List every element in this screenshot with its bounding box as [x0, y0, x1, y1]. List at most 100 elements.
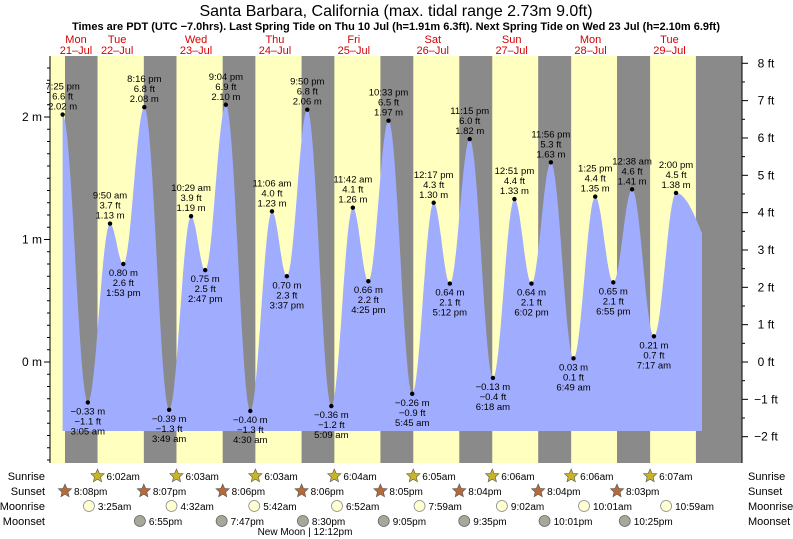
- tide-height-m-label: 2.10 m: [211, 92, 240, 103]
- tide-height-m-label: 1.63 m: [536, 149, 565, 160]
- tide-extreme-dot: [548, 160, 554, 165]
- moonset-icon: [296, 515, 309, 527]
- tide-time-label: 5:09 am: [314, 430, 348, 441]
- moonrise-icon: [165, 500, 178, 512]
- day-date: 26–Jul: [417, 45, 449, 57]
- tide-height-ft-label: 6.6 ft: [52, 92, 73, 103]
- tide-height-ft-label: 4.6 ft: [622, 166, 643, 177]
- tide-extreme-dot: [166, 407, 172, 412]
- moonset-icon: [133, 515, 146, 527]
- sunset-time: 8:03pm: [626, 487, 659, 498]
- chart-subtitle: Times are PDT (UTC −7.0hrs). Last Spring…: [72, 21, 720, 33]
- sunset-icon: [136, 483, 152, 498]
- tide-height-ft-label: 2.3 ft: [276, 290, 297, 301]
- sunrise-icon: [169, 468, 184, 483]
- sunrise-icon: [642, 468, 658, 483]
- tide-height-ft-label: 2.1 ft: [521, 298, 542, 309]
- tide-extreme-dot: [203, 267, 208, 273]
- day-name: Mon: [65, 34, 86, 46]
- tide-height-ft-label: −0.4 ft: [480, 392, 507, 403]
- sunset-time: 8:05pm: [389, 487, 422, 498]
- sunrise-time: 6:07am: [659, 472, 692, 483]
- tide-extreme-dot: [386, 118, 391, 123]
- tide-time-label: 6:55 pm: [596, 306, 630, 317]
- sunrise-icon: [326, 468, 342, 483]
- sunset-row-label: Sunset: [11, 486, 45, 498]
- sunset-time: 8:08pm: [74, 487, 107, 498]
- tide-time-label: 10:33 pm: [369, 88, 409, 99]
- sunset-row-label: Sunset: [748, 486, 782, 498]
- moonset-time: 8:30pm: [312, 517, 345, 528]
- tide-extreme-dot: [431, 200, 436, 205]
- tide-time-label: 10:29 am: [171, 183, 211, 194]
- moonset-icon: [618, 515, 631, 527]
- right-tick-label: 0 ft: [758, 355, 775, 369]
- moonrise-time: 3:25am: [98, 502, 131, 513]
- sunset-icon: [451, 483, 467, 498]
- day-date: 29–Jul: [653, 45, 685, 57]
- daylight-band: [50, 56, 65, 463]
- day-name: Sat: [424, 34, 441, 46]
- tide-time-label: 3:05 am: [71, 426, 105, 437]
- moonrise-time: 9:02am: [511, 502, 544, 513]
- left-tick-label: 2 m: [22, 110, 42, 124]
- right-tick-label: −2 ft: [754, 430, 778, 444]
- tide-time-label: 4:30 am: [233, 435, 267, 446]
- sunrise-icon: [484, 468, 500, 483]
- moonrise-icon: [248, 500, 261, 512]
- tide-height-ft-label: −1.3 ft: [237, 425, 264, 436]
- tide-height-m-label: 1.33 m: [500, 186, 529, 197]
- tide-height-ft-label: 4.0 ft: [261, 188, 282, 199]
- tide-extreme-dot: [284, 274, 290, 279]
- new-moon-label: New Moon | 12:12pm: [258, 527, 353, 538]
- tide-height-m-label: 0.65 m: [599, 286, 628, 297]
- moonrise-time: 7:59am: [429, 502, 462, 513]
- moonset-icon: [377, 515, 390, 527]
- moonset-icon: [538, 515, 551, 527]
- tide-extreme-dot: [651, 334, 657, 339]
- tide-height-ft-label: 6.8 ft: [134, 84, 155, 95]
- moonset-time: 10:25pm: [634, 517, 673, 528]
- moonset-row-label: Moonset: [3, 516, 45, 528]
- tide-time-label: 6:02 pm: [514, 308, 548, 319]
- tide-height-m-label: −0.26 m: [395, 398, 430, 409]
- tide-time-label: 11:42 am: [333, 175, 372, 186]
- day-date: 27–Jul: [495, 45, 527, 57]
- tide-height-m-label: 1.30 m: [419, 190, 448, 201]
- sunrise-time: 6:04am: [343, 472, 376, 483]
- tide-height-m-label: 2.06 m: [293, 97, 322, 108]
- moonrise-row-label: Moonrise: [748, 501, 793, 513]
- sunrise-time: 6:05am: [422, 472, 455, 483]
- tide-time-label: 8:16 pm: [127, 74, 161, 85]
- tide-height-m-label: 0.75 m: [191, 274, 220, 285]
- tide-time-label: 3:49 am: [152, 434, 186, 445]
- tide-height-ft-label: 2.2 ft: [358, 295, 379, 306]
- day-name: Sun: [502, 34, 522, 46]
- tide-extreme-dot: [410, 391, 415, 397]
- tide-height-m-label: 2.08 m: [130, 94, 159, 105]
- moonrise-time: 6:52am: [346, 502, 379, 513]
- tide-height-m-label: 1.38 m: [662, 180, 691, 191]
- sunset-icon: [57, 483, 73, 498]
- sunset-time: 8:04pm: [547, 487, 580, 498]
- tide-extreme-dot: [60, 112, 65, 117]
- sunrise-icon: [405, 468, 421, 483]
- sunset-time: 8:06pm: [232, 487, 265, 498]
- tide-height-m-label: −0.13 m: [476, 382, 511, 393]
- tide-extreme-dot: [467, 136, 472, 142]
- axes: 2 m 1 m 0 m 8 ft 7 ft 6 ft 5 ft 4 ft 3 ft 2 ft 1 f…: [22, 56, 779, 463]
- tide-height-ft-label: 3.9 ft: [181, 193, 202, 204]
- tide-extreme-dot: [611, 280, 616, 285]
- tide-height-m-label: 1.13 m: [96, 211, 125, 222]
- tide-time-label: 9:50 am: [93, 191, 127, 202]
- tide-height-m-label: 0.64 m: [435, 288, 464, 299]
- day-date: 23–Jul: [180, 45, 212, 57]
- right-tick-label: 1 ft: [758, 318, 775, 332]
- tide-height-m-label: 1.26 m: [338, 195, 367, 206]
- tide-height-m-label: 0.70 m: [272, 280, 301, 291]
- tide-time-label: 4:25 pm: [351, 305, 385, 316]
- right-tick-label: 4 ft: [758, 206, 775, 220]
- tide-height-m-label: 0.64 m: [517, 288, 546, 299]
- moonset-time: 6:55pm: [149, 517, 182, 528]
